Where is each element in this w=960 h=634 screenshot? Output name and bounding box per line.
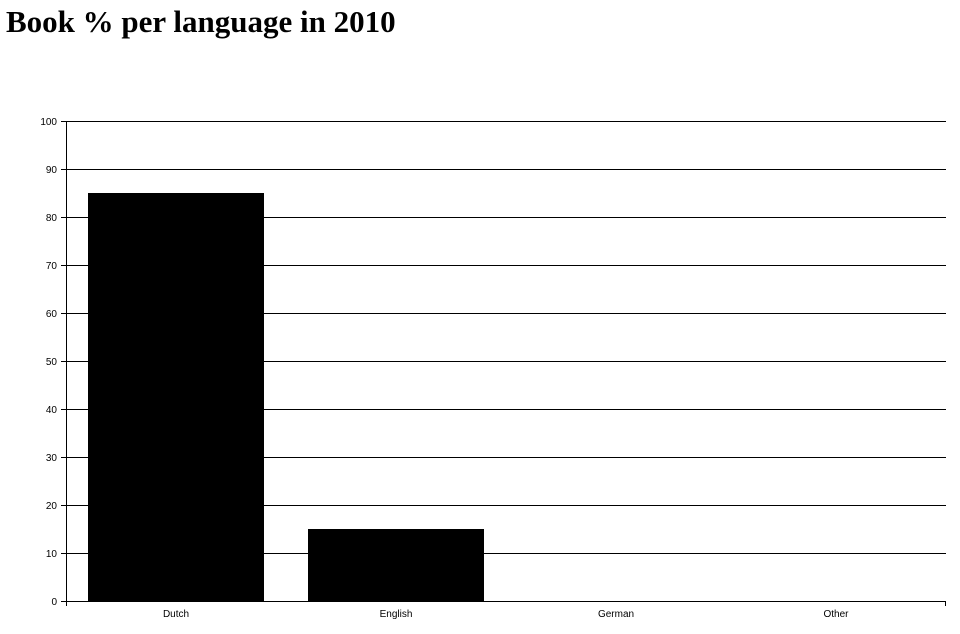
tick-labels: 0 10 20 30 40 50 60 70 80 90 100 Dutch English German… — [40, 117, 849, 620]
y-tick-label: 0 — [51, 597, 57, 608]
y-tick-label: 50 — [46, 357, 58, 368]
x-tick-label-german: German — [598, 609, 634, 620]
y-tick-label: 40 — [46, 405, 58, 416]
y-tick-label: 20 — [46, 501, 58, 512]
y-tick-label: 80 — [46, 213, 58, 224]
y-tick-label: 100 — [40, 117, 57, 128]
y-tick-label: 30 — [46, 453, 58, 464]
y-tick-label: 10 — [46, 549, 58, 560]
x-tick-label-other: Other — [823, 609, 849, 620]
x-tick-label-dutch: Dutch — [163, 609, 189, 620]
y-tick-label: 70 — [46, 261, 58, 272]
bar-dutch — [88, 193, 264, 601]
page-title: Book % per language in 2010 — [6, 4, 396, 39]
bars — [88, 193, 484, 601]
y-tick-label: 60 — [46, 309, 58, 320]
axes — [61, 121, 946, 606]
bar-english — [308, 529, 484, 601]
y-tick-label: 90 — [46, 165, 58, 176]
x-tick-label-english: English — [380, 609, 413, 620]
